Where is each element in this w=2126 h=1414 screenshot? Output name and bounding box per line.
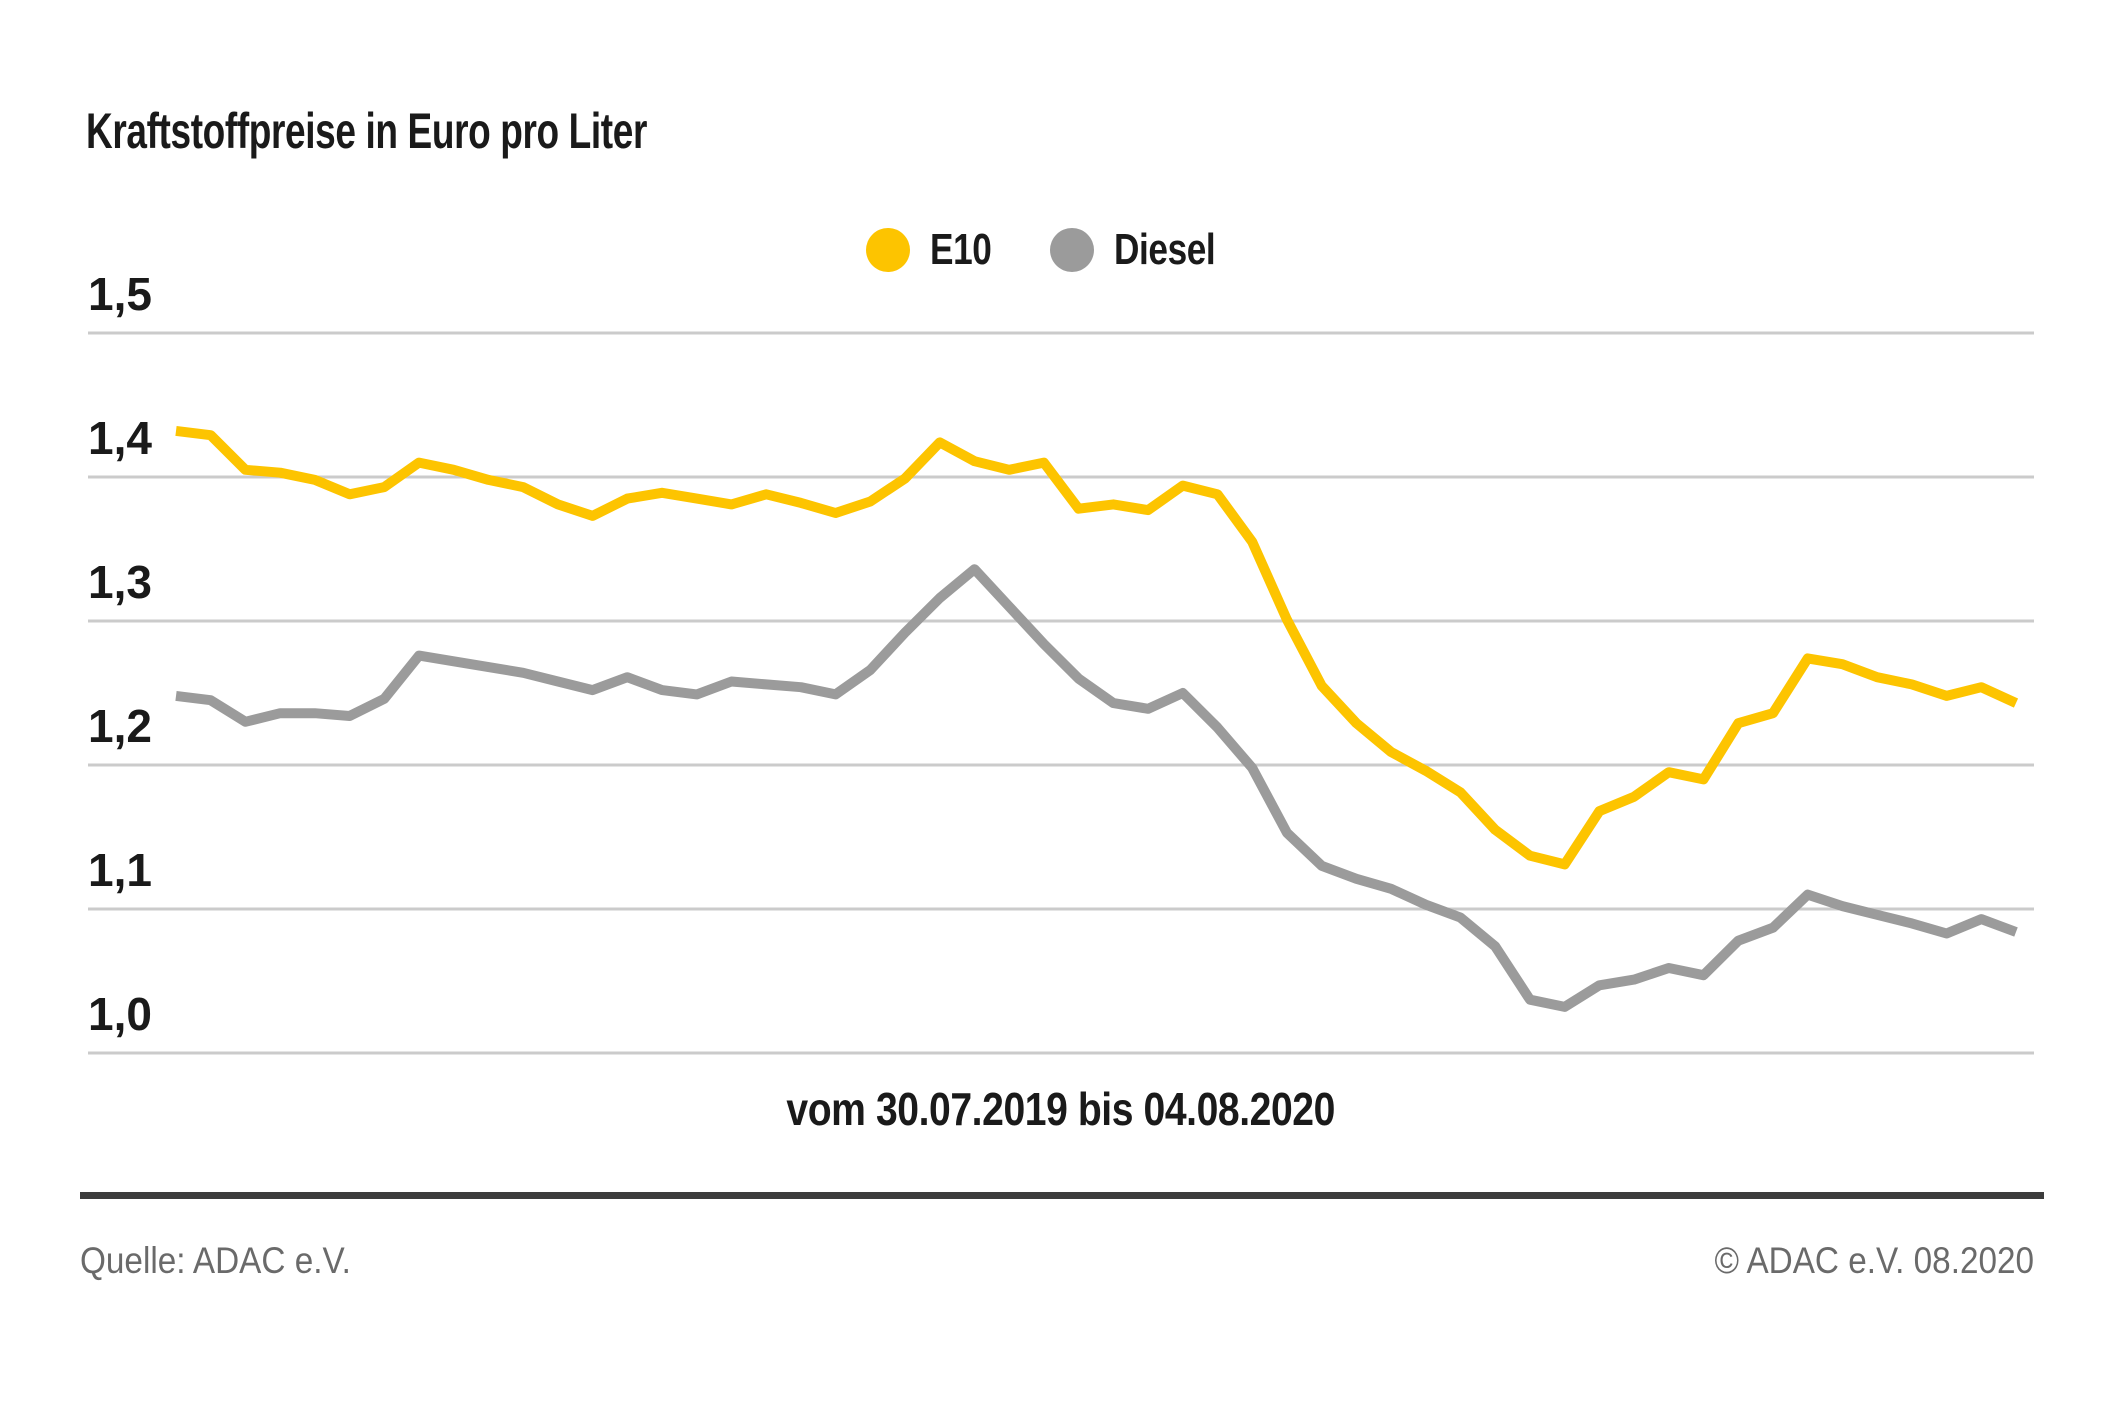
y-tick-label: 1,0 <box>88 988 152 1040</box>
x-axis-label: vom 30.07.2019 bis 04.08.2020 <box>786 1083 1336 1135</box>
legend-label-e10: E10 <box>930 225 992 274</box>
footer-divider <box>80 1192 2044 1199</box>
y-tick-label: 1,1 <box>88 844 152 896</box>
y-tick-label: 1,2 <box>88 700 152 752</box>
source-note: Quelle: ADAC e.V. <box>80 1240 351 1281</box>
legend-dot-diesel <box>1050 228 1094 272</box>
e10-line <box>175 425 2019 870</box>
y-tick-label: 1,5 <box>88 268 152 320</box>
y-tick-label: 1,3 <box>88 556 152 608</box>
copyright-note: © ADAC e.V. 08.2020 <box>1714 1240 2034 1281</box>
legend: E10 Diesel <box>866 226 1241 274</box>
y-tick-label: 1,4 <box>88 412 152 464</box>
legend-label-diesel: Diesel <box>1114 225 1216 274</box>
page-title: Kraftstoffpreise in Euro pro Liter <box>86 103 647 159</box>
legend-dot-e10 <box>866 228 910 272</box>
diesel-line <box>175 564 2018 1012</box>
